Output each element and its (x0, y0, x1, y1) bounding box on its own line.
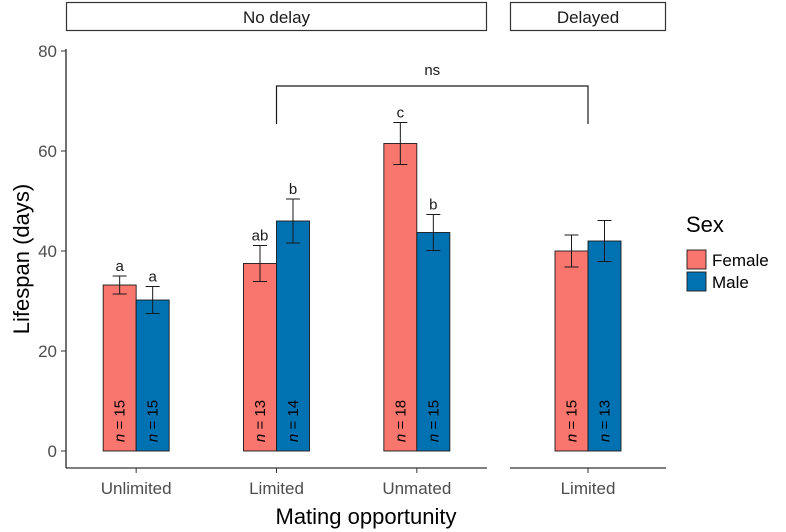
female-bar (383, 143, 418, 452)
error-bars-layer (112, 122, 612, 314)
bracket-line (275, 85, 589, 124)
x-tick-label: Unlimited (101, 479, 172, 498)
x-axis-title: Mating opportunity (276, 504, 457, 529)
y-tick-label: 80 (38, 42, 57, 61)
legend-female-swatch (686, 249, 707, 270)
significance-letter: ab (252, 228, 269, 245)
facet-strip (509, 1, 667, 32)
facet-strip (65, 1, 488, 32)
sample-size-label: n = 14 (285, 400, 302, 442)
sample-size-label: n = 15 (145, 400, 162, 442)
y-tick-label: 20 (38, 342, 57, 361)
x-tick-label: Limited (561, 479, 616, 498)
sample-size-label: n = 18 (392, 400, 409, 442)
significance-letter: a (115, 258, 124, 275)
bars-layer (102, 143, 622, 452)
sample-size-label: n = 15 (425, 400, 442, 442)
sample-size-label: n = 13 (597, 400, 614, 442)
y-axis-title: Lifespan (days) (9, 184, 34, 334)
male-bar (416, 232, 451, 452)
bar-labels-layer: a n = 15 a n = 15 ab n = 13 b n = 14 c n = 18 b n =… (112, 105, 614, 443)
facet-strip-label: No delay (243, 8, 311, 27)
y-tick-label: 40 (38, 242, 57, 261)
x-tick-label: Limited (249, 479, 304, 498)
significance-letter: c (397, 105, 405, 122)
axes: Unlimited Limited Unmated Limited 0 20 40 60 80 M… (9, 42, 666, 529)
ns-bracket: ns (275, 62, 589, 124)
female-bar (102, 284, 137, 452)
facet-strips: No delay Delayed (65, 1, 667, 32)
x-tick-label: Unmated (382, 479, 451, 498)
significance-letter: b (429, 197, 437, 214)
legend-title: Sex (686, 212, 724, 237)
legend-label: Female (712, 251, 769, 270)
legend-male-swatch (686, 271, 707, 292)
female-bar (243, 263, 277, 452)
sample-size-label: n = 13 (252, 400, 269, 442)
male-bar (276, 220, 310, 452)
facet-strip-label: Delayed (557, 8, 619, 27)
significance-letter: a (148, 269, 157, 286)
male-bar (135, 299, 170, 452)
sample-size-label: n = 15 (112, 400, 129, 442)
significance-letter: b (289, 181, 297, 198)
y-tick-label: 0 (48, 442, 57, 461)
sample-size-label: n = 15 (564, 400, 581, 442)
legend: Sex Female Male (686, 212, 769, 292)
legend-label: Male (712, 273, 749, 292)
y-tick-label: 60 (38, 142, 57, 161)
bracket-label: ns (424, 62, 440, 79)
